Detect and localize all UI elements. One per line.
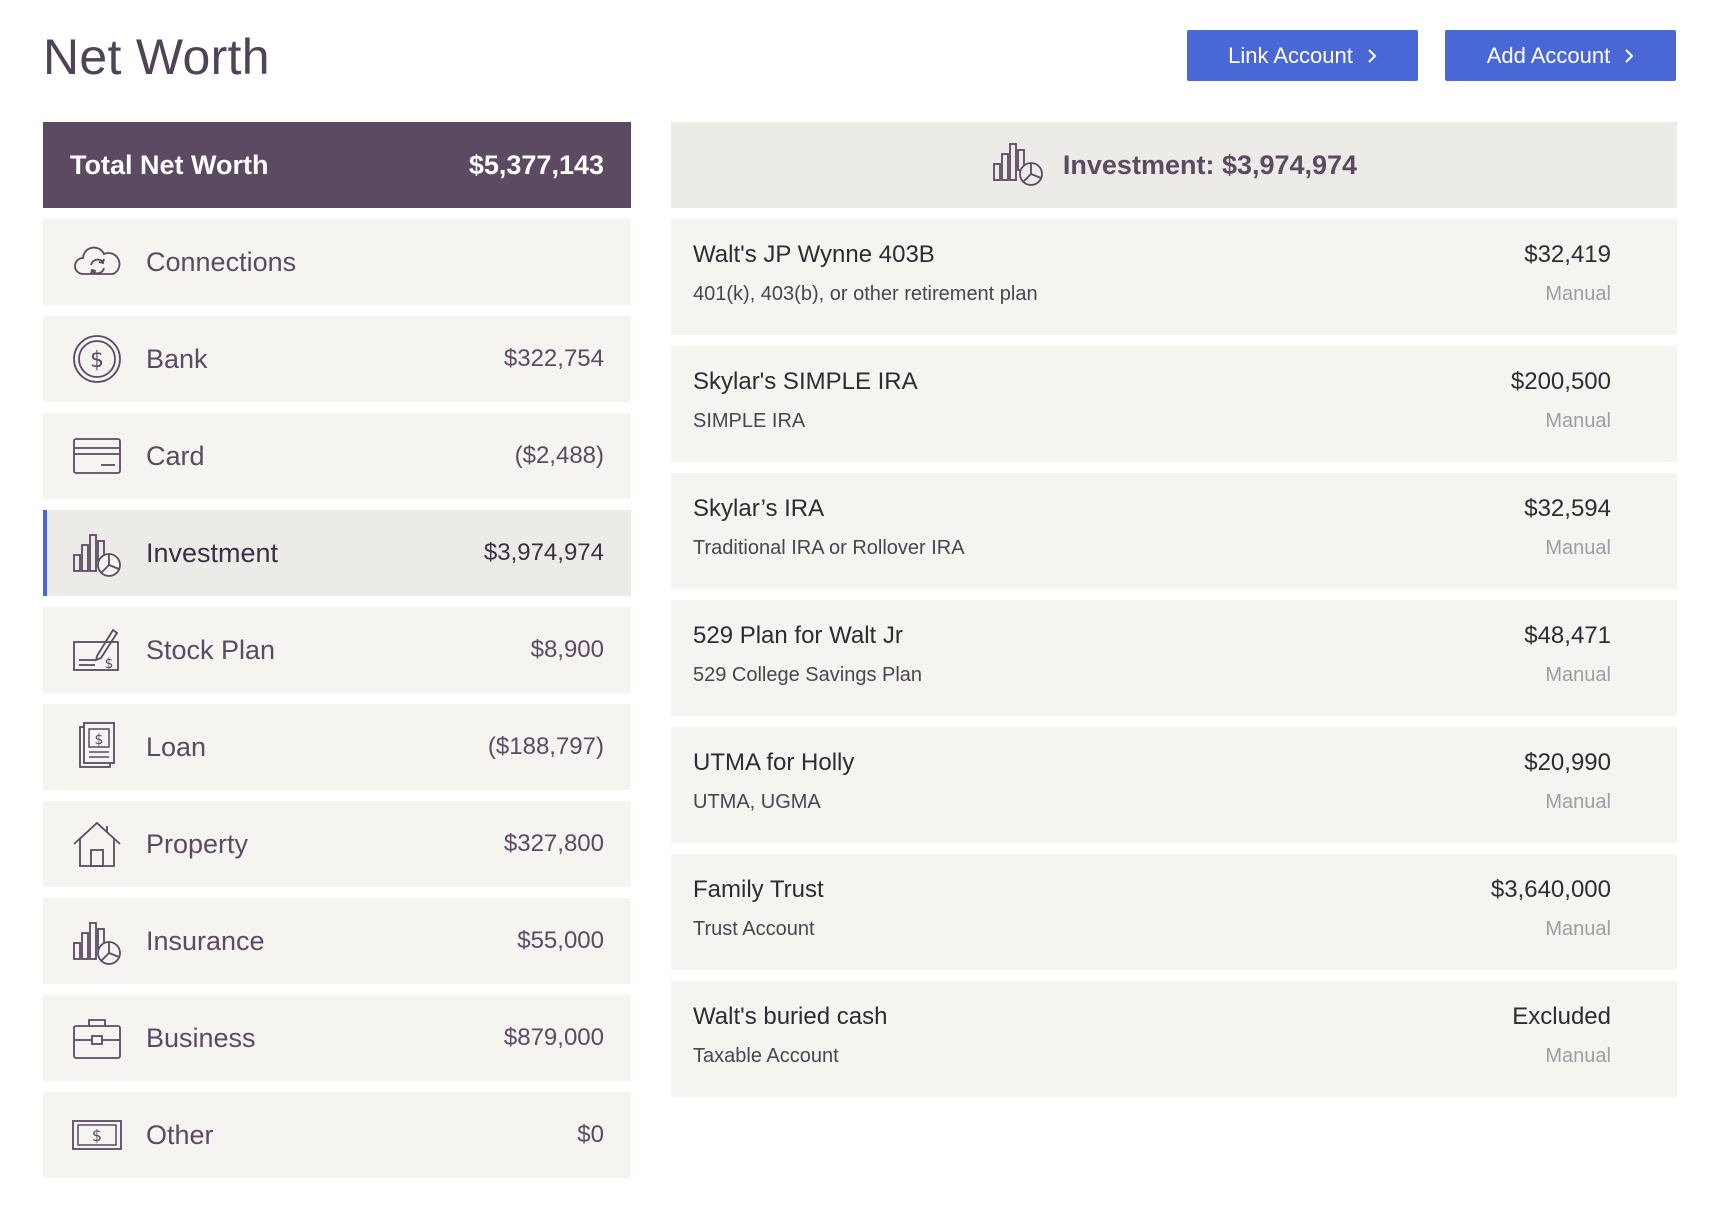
detail-header: Investment: $3,974,974: [671, 122, 1677, 208]
svg-text:$: $: [90, 348, 104, 373]
bar-pie-chart-icon: [991, 136, 1047, 195]
category-label: Loan: [146, 731, 207, 762]
cloud-sync-icon: [71, 236, 123, 288]
account-name: Skylar's SIMPLE IRA: [693, 368, 918, 395]
category-card[interactable]: Card ($2,488): [43, 413, 631, 499]
account-row[interactable]: 529 Plan for Walt Jr $48,471 529 College…: [671, 600, 1677, 716]
category-label: Investment: [146, 537, 279, 568]
category-label: Business: [146, 1022, 256, 1053]
category-label: Bank: [146, 343, 208, 374]
add-account-label: Add Account: [1486, 42, 1611, 68]
category-label: Property: [146, 828, 249, 859]
account-row[interactable]: Skylar's SIMPLE IRA $200,500 SIMPLE IRA …: [671, 346, 1677, 462]
detail-header-title: Investment: $3,974,974: [1062, 149, 1358, 180]
cash-bill-icon: $: [71, 1109, 123, 1161]
account-type: 401(k), 403(b), or other retirement plan: [693, 283, 1038, 305]
account-name: UTMA for Holly: [693, 749, 855, 776]
category-business[interactable]: Business $879,000: [43, 995, 631, 1081]
category-label: Card: [146, 440, 205, 471]
category-loan[interactable]: $ Loan ($188,797): [43, 704, 631, 790]
category-label: Insurance: [146, 925, 265, 956]
account-status: Manual: [1545, 410, 1611, 432]
category-value: ($2,488): [514, 442, 604, 469]
account-row[interactable]: Family Trust $3,640,000 Trust Account Ma…: [671, 854, 1677, 970]
bar-pie-chart-icon: [71, 915, 123, 967]
category-value: $327,800: [503, 830, 604, 857]
bar-pie-chart-icon: [71, 527, 123, 579]
svg-text:$: $: [92, 1126, 102, 1145]
account-name: Family Trust: [693, 876, 824, 903]
account-status: Manual: [1545, 283, 1611, 305]
account-amount: $32,594: [1524, 495, 1611, 522]
briefcase-icon: [71, 1012, 123, 1064]
account-row[interactable]: Walt's buried cash Excluded Taxable Acco…: [671, 981, 1677, 1097]
account-type: SIMPLE IRA: [693, 410, 806, 432]
category-value: $55,000: [517, 927, 604, 954]
chevron-right-icon: [1624, 48, 1634, 64]
account-type: 529 College Savings Plan: [693, 664, 923, 686]
link-account-button[interactable]: Link Account: [1187, 30, 1418, 81]
account-row[interactable]: Skylar’s IRA $32,594 Traditional IRA or …: [671, 473, 1677, 589]
category-connections[interactable]: Connections: [43, 219, 631, 305]
account-status: Manual: [1545, 664, 1611, 686]
category-label: Stock Plan: [146, 634, 276, 665]
category-value: ($188,797): [487, 733, 604, 760]
account-amount: $32,419: [1524, 241, 1611, 268]
category-bank[interactable]: $ Bank $322,754: [43, 316, 631, 402]
chevron-right-icon: [1367, 48, 1377, 64]
add-account-button[interactable]: Add Account: [1445, 30, 1676, 81]
svg-text:$: $: [105, 656, 114, 672]
account-row[interactable]: UTMA for Holly $20,990 UTMA, UGMA Manual: [671, 727, 1677, 843]
account-status: Manual: [1545, 918, 1611, 940]
category-value: $8,900: [530, 636, 604, 663]
category-list: Total Net Worth $5,377,143 Connections $…: [43, 122, 631, 1178]
account-type: Trust Account: [693, 918, 815, 940]
account-status: Manual: [1545, 537, 1611, 559]
page-title: Net Worth: [43, 29, 270, 85]
total-net-worth-label: Total Net Worth: [70, 149, 269, 180]
account-type: Taxable Account: [693, 1045, 839, 1067]
account-amount: $20,990: [1524, 749, 1611, 776]
account-amount: $3,640,000: [1490, 876, 1611, 903]
account-name: Walt's JP Wynne 403B: [693, 241, 935, 268]
house-icon: [71, 818, 123, 870]
category-property[interactable]: Property $327,800: [43, 801, 631, 887]
link-account-label: Link Account: [1228, 42, 1353, 68]
account-amount: $200,500: [1510, 368, 1611, 395]
account-status: Manual: [1545, 1045, 1611, 1067]
account-amount: $48,471: [1524, 622, 1611, 649]
account-name: Walt's buried cash: [693, 1003, 888, 1030]
credit-card-icon: [71, 430, 123, 482]
total-net-worth-value: $5,377,143: [468, 149, 604, 180]
category-value: $322,754: [503, 345, 604, 372]
signed-check-icon: $: [71, 624, 123, 676]
account-amount: Excluded: [1512, 1003, 1611, 1030]
category-other[interactable]: $ Other $0: [43, 1092, 631, 1178]
loan-document-icon: $: [71, 721, 123, 773]
category-value: $0: [577, 1121, 604, 1148]
category-value: $879,000: [503, 1024, 604, 1051]
category-label: Other: [146, 1119, 214, 1150]
category-investment[interactable]: Investment $3,974,974: [43, 510, 631, 596]
account-type: Traditional IRA or Rollover IRA: [693, 537, 965, 559]
dollar-coin-icon: $: [71, 333, 123, 385]
category-label: Connections: [146, 246, 297, 277]
category-value: $3,974,974: [483, 539, 604, 566]
account-name: Skylar’s IRA: [693, 495, 825, 522]
account-row[interactable]: Walt's JP Wynne 403B $32,419 401(k), 403…: [671, 219, 1677, 335]
account-status: Manual: [1545, 791, 1611, 813]
account-name: 529 Plan for Walt Jr: [693, 622, 903, 649]
category-stock-plan[interactable]: $ Stock Plan $8,900: [43, 607, 631, 693]
account-detail-panel: Investment: $3,974,974 Walt's JP Wynne 4…: [671, 122, 1677, 1097]
category-insurance[interactable]: Insurance $55,000: [43, 898, 631, 984]
account-type: UTMA, UGMA: [693, 791, 821, 813]
svg-text:$: $: [95, 732, 104, 748]
total-net-worth-card: Total Net Worth $5,377,143: [43, 122, 631, 208]
